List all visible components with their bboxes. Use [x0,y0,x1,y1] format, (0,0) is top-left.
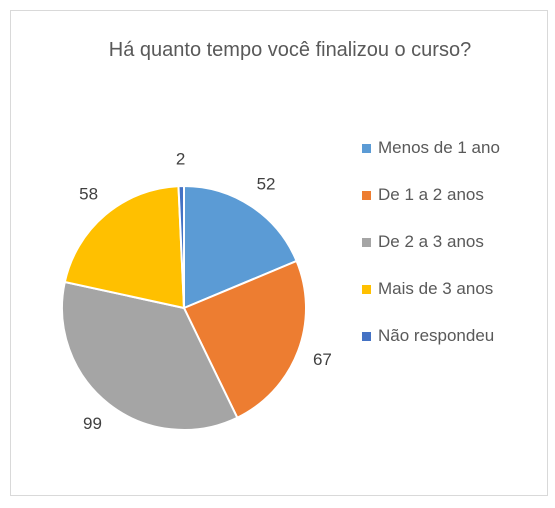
legend-swatch [362,285,371,294]
legend-item: Mais de 3 anos [362,277,542,324]
data-label: 67 [313,350,332,369]
data-label: 52 [257,174,276,193]
legend-item: Não respondeu [362,324,542,371]
legend-label: De 2 a 3 anos [378,232,484,251]
data-label: 2 [176,150,185,169]
legend-swatch [362,144,371,153]
legend-swatch [362,191,371,200]
legend-item: Menos de 1 ano [362,136,542,183]
data-label: 58 [79,184,98,203]
legend-label: Não respondeu [378,326,495,345]
legend-label: Mais de 3 anos [378,279,494,298]
pie-slice [63,185,186,310]
chart-frame [10,10,548,496]
legend-label: De 1 a 2 anos [378,185,484,204]
legend: Menos de 1 ano De 1 a 2 anos De 2 a 3 anos… [362,136,542,371]
pie-slice [177,184,185,309]
pie-slice [61,280,239,431]
legend-swatch [362,238,371,247]
pie-slice [182,259,307,420]
legend-swatch [362,332,371,341]
legend-label: Menos de 1 ano [378,138,500,157]
legend-item: De 1 a 2 anos [362,183,542,230]
data-label: 99 [83,414,102,433]
legend-item: De 2 a 3 anos [362,230,542,277]
chart-title: Há quanto tempo você finalizou o curso? [108,39,472,61]
pie-slice [183,184,298,310]
